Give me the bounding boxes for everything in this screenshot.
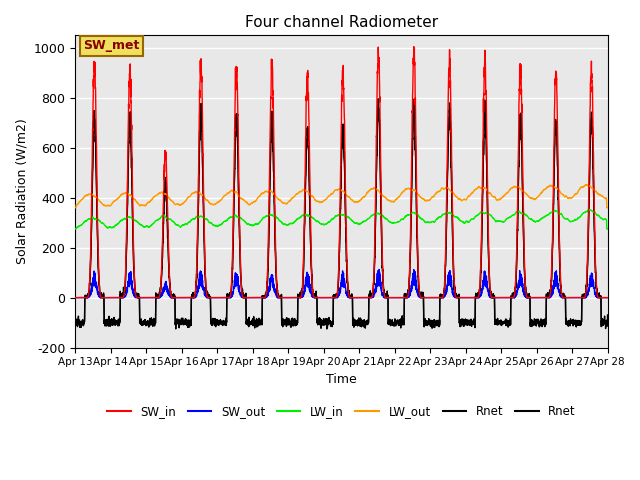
Rnet [554,145,561,151]
Line: SW_out: SW_out [75,269,607,298]
Rnet [71,320,79,326]
LW_in [71,226,79,232]
LW_in [220,219,228,225]
SW_in [403,295,410,300]
Rnet [220,320,228,326]
LW_in [585,206,593,212]
Line: LW_in: LW_in [75,209,607,229]
SW_in [393,295,401,300]
SW_in [71,295,79,300]
SW_out [186,295,193,300]
Line: Rnet: Rnet [75,103,607,327]
Rnet [374,96,382,102]
SW_in [553,99,561,105]
Rnet [604,321,611,326]
SW_out [375,266,383,272]
LW_out [604,205,611,211]
LW_out [604,205,611,211]
Rnet [394,319,401,324]
Title: Four channel Radiometer: Four channel Radiometer [245,15,438,30]
Rnet [186,320,193,325]
Rnet [554,148,561,154]
LW_out [553,185,561,191]
Line: LW_out: LW_out [75,184,607,208]
Rnet [403,294,410,300]
LW_in [393,219,401,225]
LW_out [220,193,228,199]
SW_in [604,295,611,300]
LW_in [553,209,561,215]
SW_out [604,295,611,300]
SW_in [186,295,193,300]
X-axis label: Time: Time [326,373,356,386]
LW_out [393,195,401,201]
LW_out [403,186,410,192]
Rnet [220,321,228,326]
Rnet [604,322,611,328]
LW_out [186,194,193,200]
Legend: SW_in, SW_out, LW_in, LW_out, Rnet, Rnet: SW_in, SW_out, LW_in, LW_out, Rnet, Rnet [102,400,580,423]
Rnet [604,320,611,325]
SW_out [604,295,611,300]
LW_out [583,181,591,187]
Line: SW_in: SW_in [75,47,607,298]
Rnet [71,311,79,317]
Rnet [393,320,401,325]
Y-axis label: Solar Radiation (W/m2): Solar Radiation (W/m2) [15,119,28,264]
SW_out [71,295,79,300]
LW_in [604,226,611,232]
Rnet [471,324,479,330]
SW_in [604,295,611,300]
SW_in [220,295,228,300]
Rnet [186,323,193,328]
LW_out [71,205,79,211]
SW_out [220,295,228,300]
LW_in [403,213,410,218]
LW_in [604,226,611,232]
Text: SW_met: SW_met [83,39,140,52]
Rnet [403,295,410,300]
Line: Rnet: Rnet [75,99,607,329]
SW_in [410,44,417,49]
Rnet [323,326,331,332]
SW_out [553,273,561,279]
SW_out [394,295,401,300]
Rnet [604,312,611,318]
SW_out [403,295,410,300]
Rnet [481,100,489,106]
LW_in [186,219,193,225]
